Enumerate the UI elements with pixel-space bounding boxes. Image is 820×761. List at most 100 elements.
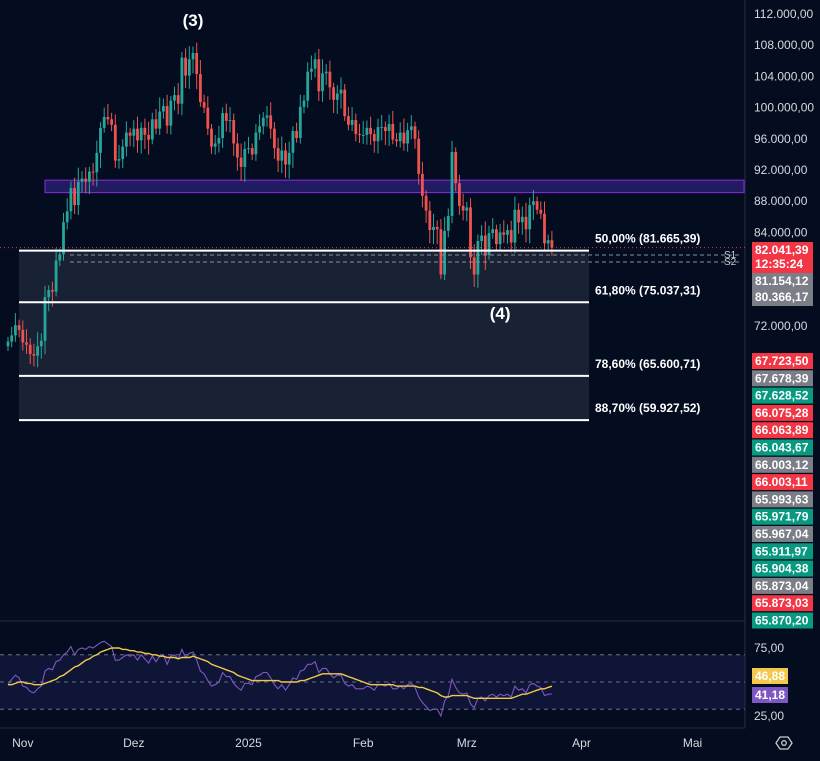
rsi-badge-text: 41,18 <box>755 688 785 702</box>
candle-body <box>487 233 491 256</box>
price-axis-label: 92.000,00 <box>754 163 808 177</box>
candle-body <box>10 335 14 342</box>
candle-body <box>287 152 291 165</box>
candle-body <box>495 229 498 245</box>
price-axis-label: 112.000,00 <box>754 7 813 21</box>
stacked-price-badge <box>752 474 813 491</box>
candle-body <box>509 230 513 243</box>
rsi-axis-label: 25,00 <box>754 709 784 723</box>
candle-body <box>47 290 51 298</box>
candle-body <box>372 134 376 142</box>
candle-body <box>313 59 317 69</box>
price-axis-label: 108.000,00 <box>754 38 814 52</box>
candle-body <box>117 159 121 161</box>
candle-body <box>254 132 258 155</box>
candle-body <box>21 329 25 343</box>
candle-body <box>284 150 287 165</box>
candle-body <box>458 183 461 206</box>
rsi-line <box>7 640 552 718</box>
stacked-price-badge-text: 65.870,20 <box>755 614 809 628</box>
candle-body <box>28 344 32 355</box>
candle-body <box>91 171 95 173</box>
fib-level-label: 61,80% (75.037,31) <box>595 283 700 297</box>
candle-body <box>517 209 520 223</box>
price-axis-label: 100.000,00 <box>754 101 814 115</box>
candle-body <box>532 201 535 206</box>
candle-body <box>243 148 247 167</box>
stacked-price-badge-text: 65.904,38 <box>755 562 809 576</box>
time-axis-label: Nov <box>12 736 33 750</box>
rsi-badge-text: 46,88 <box>755 669 785 683</box>
candle-body <box>332 87 335 100</box>
candle-body <box>76 181 80 206</box>
stacked-price-badge <box>752 560 813 577</box>
candle-body <box>232 120 236 144</box>
candle-body <box>132 128 136 136</box>
candle-body <box>236 143 239 158</box>
candle-body <box>417 138 421 174</box>
price-badge <box>752 289 813 306</box>
candle-body <box>291 131 295 153</box>
stacked-price-badge-text: 66.043,67 <box>755 441 809 455</box>
candle-body <box>213 143 217 147</box>
candle-body <box>535 201 539 210</box>
candle-body <box>483 235 487 256</box>
candle-body <box>428 210 432 231</box>
rsi-badge <box>752 668 788 684</box>
fib-level-label: 88,70% (59.927,52) <box>595 401 700 415</box>
candle-body <box>369 127 372 135</box>
candle-body <box>339 89 343 94</box>
candle-body <box>202 102 206 108</box>
candle-body <box>276 148 280 161</box>
candle-body <box>113 124 117 161</box>
candle-body <box>365 127 369 135</box>
candle-body <box>84 178 88 182</box>
time-axis-label: 2025 <box>235 736 262 750</box>
candle-body <box>295 131 298 139</box>
candle-body <box>265 115 269 118</box>
price-axis-label: 88.000,00 <box>754 194 808 208</box>
candle-body <box>469 207 472 258</box>
candle-body <box>239 157 243 167</box>
stacked-price-badge-text: 67.628,52 <box>755 389 809 403</box>
candle-body <box>506 230 509 235</box>
candle-body <box>424 195 428 211</box>
candle-body <box>402 132 406 144</box>
candle-body <box>224 113 228 121</box>
candle-body <box>51 290 54 292</box>
candle-body <box>139 127 143 141</box>
price-badge-text: 81.154,12 <box>755 274 809 288</box>
candle-body <box>280 150 284 161</box>
candle-body <box>58 254 62 261</box>
candle-body <box>162 106 165 112</box>
candle-body <box>343 89 347 117</box>
candle-body <box>409 126 413 131</box>
candle-body <box>454 152 458 184</box>
candle-body <box>158 111 162 129</box>
candle-body <box>88 171 91 182</box>
rsi-band <box>0 654 745 710</box>
candle-body <box>543 213 546 244</box>
candle-body <box>361 134 365 136</box>
wave-label: (3) <box>183 11 204 30</box>
settings-gear-button[interactable] <box>775 735 793 751</box>
candle-body <box>261 117 265 127</box>
candle-body <box>125 132 128 147</box>
stacked-price-badge <box>752 526 813 542</box>
candle-body <box>191 53 195 60</box>
candle-body <box>384 127 387 131</box>
stacked-price-badge-text: 67.678,39 <box>755 371 809 385</box>
candle-body <box>317 59 321 92</box>
stacked-price-badge-text: 66.003,11 <box>755 475 808 489</box>
candle-body <box>376 127 380 142</box>
candle-body <box>398 132 402 142</box>
candle-body <box>354 120 358 135</box>
candle-body <box>443 230 446 275</box>
candle-body <box>421 173 424 196</box>
stacked-price-badge <box>752 612 813 629</box>
fib-level-label: 50,00% (81.665,39) <box>595 232 700 246</box>
stacked-price-badge-text: 65.911,97 <box>755 544 808 558</box>
candle-body <box>17 325 21 330</box>
candle-body <box>269 115 273 129</box>
candle-body <box>143 127 147 135</box>
